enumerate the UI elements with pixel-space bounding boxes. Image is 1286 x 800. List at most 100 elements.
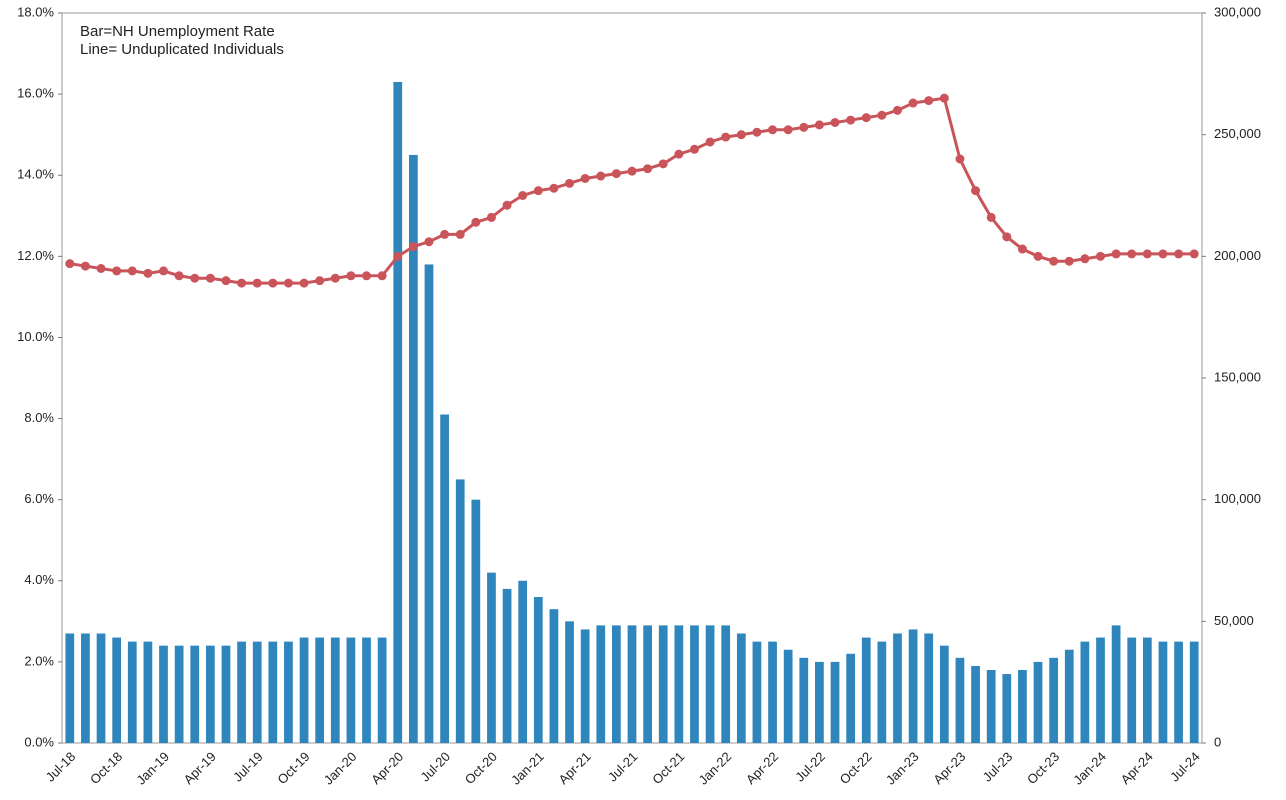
line-marker — [596, 171, 606, 181]
line-marker — [393, 251, 403, 261]
line-marker — [1142, 249, 1152, 259]
x-tick-label: Oct-20 — [462, 749, 500, 787]
x-tick-label: Jul-24 — [1167, 749, 1203, 785]
bar — [346, 637, 356, 743]
annotation: Line= Unduplicated Individuals — [80, 41, 284, 58]
line-marker — [611, 169, 621, 179]
line-marker — [283, 278, 293, 288]
line-marker — [471, 217, 481, 227]
bar — [408, 154, 418, 743]
x-tick-label: Apr-24 — [1118, 749, 1156, 787]
x-tick-label: Jan-22 — [696, 749, 735, 788]
bar — [1127, 637, 1137, 743]
line-marker — [674, 149, 684, 159]
line-marker — [424, 237, 434, 247]
bar — [1080, 641, 1090, 743]
line-marker — [533, 186, 543, 196]
bar — [924, 633, 934, 743]
line-marker — [580, 173, 590, 183]
bar — [658, 625, 668, 743]
line-marker — [846, 115, 856, 125]
bar — [705, 625, 715, 743]
line-marker — [1049, 256, 1059, 266]
bar — [893, 633, 902, 743]
line-marker — [455, 229, 465, 239]
bar — [502, 588, 512, 743]
bar — [752, 641, 762, 743]
x-tick-label: Oct-23 — [1024, 749, 1062, 787]
bar — [1018, 670, 1027, 743]
bar — [830, 661, 840, 743]
y2-tick-label: 100,000 — [1214, 491, 1261, 506]
bar — [596, 625, 606, 743]
bar — [674, 625, 684, 743]
bar — [643, 625, 652, 743]
bar — [268, 641, 278, 743]
x-tick-label: Apr-20 — [368, 749, 406, 787]
bar — [221, 645, 231, 743]
line-marker — [408, 242, 418, 252]
bar — [939, 645, 949, 743]
line-marker — [143, 268, 153, 278]
line-marker — [1158, 249, 1168, 259]
y2-tick-label: 50,000 — [1214, 613, 1254, 628]
bar — [877, 641, 887, 743]
line-marker — [190, 273, 200, 283]
line-marker — [721, 132, 731, 142]
line-marker — [549, 183, 559, 193]
bar — [627, 625, 637, 743]
bar — [159, 645, 168, 743]
line-marker — [814, 120, 824, 130]
line-marker — [752, 127, 762, 137]
bar — [908, 629, 918, 743]
line-marker — [627, 166, 637, 176]
x-tick-label: Jul-20 — [418, 749, 454, 785]
line — [69, 96, 1195, 285]
line-marker — [1095, 251, 1105, 261]
line-marker — [1002, 232, 1012, 242]
line-marker — [205, 273, 215, 283]
bar — [362, 637, 371, 743]
line-marker — [1127, 249, 1137, 259]
x-tick-label: Apr-22 — [743, 749, 781, 787]
x-tick-label: Oct-21 — [649, 749, 687, 787]
y2-tick-label: 250,000 — [1214, 126, 1261, 141]
y-tick-label: 12.0% — [17, 248, 54, 263]
line-marker — [1017, 244, 1027, 254]
line-marker — [299, 278, 309, 288]
line-marker — [955, 154, 965, 164]
bar — [1096, 637, 1105, 743]
line-marker — [127, 266, 137, 276]
x-tick-label: Oct-18 — [87, 749, 125, 787]
line-marker — [315, 276, 325, 286]
bar — [815, 661, 824, 743]
line-marker — [486, 212, 496, 222]
bar — [112, 637, 122, 743]
bar — [315, 637, 325, 743]
bar — [487, 572, 496, 743]
y-tick-label: 18.0% — [17, 4, 54, 19]
line-marker — [971, 186, 981, 196]
bar — [861, 637, 871, 743]
line-marker — [689, 144, 699, 154]
x-tick-label: Jul-21 — [605, 749, 641, 785]
line-marker — [237, 278, 247, 288]
bar — [690, 625, 699, 743]
line-marker — [986, 212, 996, 222]
x-tick-label: Jul-23 — [980, 749, 1016, 785]
bar — [471, 499, 481, 743]
x-tick-label: Jan-24 — [1070, 749, 1109, 788]
x-tick-label: Jan-23 — [883, 749, 922, 788]
x-tick-label: Apr-19 — [181, 749, 219, 787]
line-marker — [221, 276, 231, 286]
line-marker — [377, 271, 387, 281]
line-marker — [1033, 251, 1043, 261]
bar — [65, 633, 75, 743]
line-marker — [440, 229, 450, 239]
bar — [612, 625, 621, 743]
y-tick-label: 4.0% — [24, 572, 54, 587]
line-marker — [783, 125, 793, 135]
line-marker — [112, 266, 122, 276]
line-marker — [159, 266, 169, 276]
bar — [1033, 661, 1043, 743]
